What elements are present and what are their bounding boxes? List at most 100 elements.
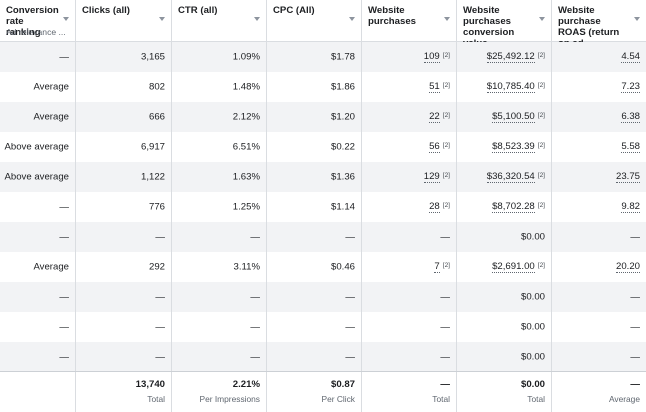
metric-link[interactable]: 56: [429, 141, 440, 153]
summary-cell-value: $0.00 Total: [457, 372, 552, 412]
cell-value-wrap: $1.86: [331, 82, 355, 93]
metric-link[interactable]: 22: [429, 111, 440, 123]
metric-link[interactable]: 4.54: [621, 51, 640, 63]
column-header-label: Website purchases: [368, 5, 416, 27]
column-header-cpc[interactable]: CPC (All): [267, 0, 362, 41]
metric-link[interactable]: $8,702.28: [492, 201, 535, 213]
cell-value: Above average: [4, 171, 69, 183]
cell-ranking: —: [0, 312, 76, 342]
cell-value: $0.00: [457, 312, 552, 342]
sort-caret-icon[interactable]: [63, 17, 69, 21]
table-row[interactable]: Average 292 3.11% $0.46 7 [2] $2,691.00 [2] 20.2…: [0, 252, 646, 282]
cell-cpc: $1.36: [267, 162, 362, 192]
column-header-clicks[interactable]: Clicks (all): [76, 0, 172, 41]
cell-cpc: $0.46: [267, 252, 362, 282]
cell-value-wrap: Above average: [4, 142, 69, 153]
metric-link[interactable]: $10,785.40: [486, 81, 535, 93]
table-row[interactable]: Average 666 2.12% $1.20 22 [2] $5,100.50 [2] 6.3…: [0, 102, 646, 132]
cell-value-wrap: 1.25%: [233, 202, 260, 213]
column-header-ctr[interactable]: CTR (all): [172, 0, 267, 41]
cell-value: —: [345, 291, 355, 303]
cell-value: —: [155, 351, 165, 363]
sort-caret-icon[interactable]: [444, 17, 450, 21]
cell-value-wrap: —: [345, 232, 355, 243]
cell-clicks: 776: [76, 192, 172, 222]
cell-value: —: [440, 321, 450, 333]
metric-link[interactable]: 23.75: [615, 171, 640, 183]
metric-link[interactable]: 28: [429, 201, 440, 213]
metric-link[interactable]: 109: [423, 51, 440, 63]
cell-value: $0.46: [330, 261, 355, 273]
cell-value: $1.36: [330, 171, 355, 183]
table-row[interactable]: Above average 6,917 6.51% $0.22 56 [2] $8,523.…: [0, 132, 646, 162]
footnote-marker: [2]: [537, 201, 545, 209]
footnote-marker: [2]: [442, 51, 450, 59]
table-row[interactable]: —3,165 1.09% $1.78 109 [2] $25,492.12 [2] 4.54: [0, 42, 646, 72]
footnote-marker: [2]: [442, 201, 450, 209]
metric-link[interactable]: 7.23: [621, 81, 640, 93]
table-row[interactable]: — — — — — $0.00 —: [0, 312, 646, 342]
cell-value-wrap: 51 [2]: [429, 81, 450, 93]
metric-link[interactable]: 51: [429, 81, 440, 93]
cell-value: $0.22: [330, 141, 355, 153]
cell-value-wrap: $0.00: [521, 292, 545, 303]
table-row[interactable]: Average 802 1.48% $1.86 51 [2] $10,785.40 [2] 7.…: [0, 72, 646, 102]
cell-roas: 4.54: [552, 42, 646, 72]
sort-caret-icon[interactable]: [159, 17, 165, 21]
cell-value-wrap: $5,100.50 [2]: [492, 111, 545, 123]
metric-link[interactable]: 20.20: [615, 261, 640, 273]
metric-link[interactable]: 7: [434, 261, 440, 273]
metric-link[interactable]: $2,691.00: [492, 261, 535, 273]
cell-ranking: —: [0, 222, 76, 252]
table-summary-row: 13,740 Total 2.21% Per Impressions $0.87…: [0, 371, 646, 412]
cell-value: $8,523.39 [2]: [457, 132, 552, 162]
table-row[interactable]: — — — — — $0.00 —: [0, 342, 646, 372]
cell-roas: 9.82: [552, 192, 646, 222]
metric-link[interactable]: $25,492.12: [486, 51, 535, 63]
cell-value: $10,785.40 [2]: [457, 72, 552, 102]
table-row[interactable]: —776 1.25% $1.14 28 [2] $8,702.28 [2] 9.82: [0, 192, 646, 222]
cell-purchases: —: [362, 342, 457, 372]
metric-link[interactable]: $36,320.54: [486, 171, 535, 183]
cell-value-wrap: —: [59, 202, 69, 213]
cell-value: —: [250, 291, 260, 303]
footnote-marker: [2]: [442, 171, 450, 179]
cell-value: —: [250, 231, 260, 243]
column-header-conversion-ranking[interactable]: Conversion rate ranking Ad relevance ...: [0, 0, 76, 41]
table-row[interactable]: — — — — — $0.00 —: [0, 282, 646, 312]
cell-clicks: 3,165: [76, 42, 172, 72]
metric-link[interactable]: 129: [423, 171, 440, 183]
cell-value: Average: [33, 111, 69, 123]
cell-value: $0.00: [520, 291, 545, 303]
cell-value: Above average: [4, 141, 69, 153]
column-header-website-purchases[interactable]: Website purchases: [362, 0, 457, 41]
cell-value: $36,320.54 [2]: [457, 162, 552, 192]
cell-value: 6,917: [140, 141, 165, 153]
sort-caret-icon[interactable]: [634, 17, 640, 21]
cell-value-wrap: —: [155, 352, 165, 363]
summary-value: 13,740: [135, 379, 165, 390]
column-header-conversion-value[interactable]: Website purchases conversion value: [457, 0, 552, 49]
footnote-marker: [2]: [442, 141, 450, 149]
cell-value-wrap: 28 [2]: [429, 201, 450, 213]
cell-value-wrap: —: [59, 292, 69, 303]
footnote-marker: [2]: [442, 111, 450, 119]
metric-link[interactable]: 5.58: [621, 141, 640, 153]
table-row[interactable]: — — — — — $0.00 —: [0, 222, 646, 252]
sort-caret-icon[interactable]: [254, 17, 260, 21]
metric-link[interactable]: $8,523.39: [492, 141, 535, 153]
cell-value-wrap: $8,702.28 [2]: [492, 201, 545, 213]
summary-cell-ctr: 2.21% Per Impressions: [172, 372, 267, 412]
metric-link[interactable]: 9.82: [621, 201, 640, 213]
cell-value-wrap: $1.36: [331, 172, 355, 183]
table-row[interactable]: Above average 1,122 1.63% $1.36 129 [2] $36,32…: [0, 162, 646, 192]
cell-value: $8,702.28 [2]: [457, 192, 552, 222]
metric-link[interactable]: 6.38: [621, 111, 640, 123]
cell-value: 3.11%: [233, 261, 261, 273]
sort-caret-icon[interactable]: [349, 17, 355, 21]
cell-value-wrap: 20.20: [615, 261, 640, 273]
metric-link[interactable]: $5,100.50: [492, 111, 535, 123]
sort-caret-icon[interactable]: [539, 17, 545, 21]
cell-value-wrap: $2,691.00 [2]: [492, 261, 545, 273]
column-header-roas[interactable]: Website purchase ROAS (return on ad...: [552, 0, 646, 49]
